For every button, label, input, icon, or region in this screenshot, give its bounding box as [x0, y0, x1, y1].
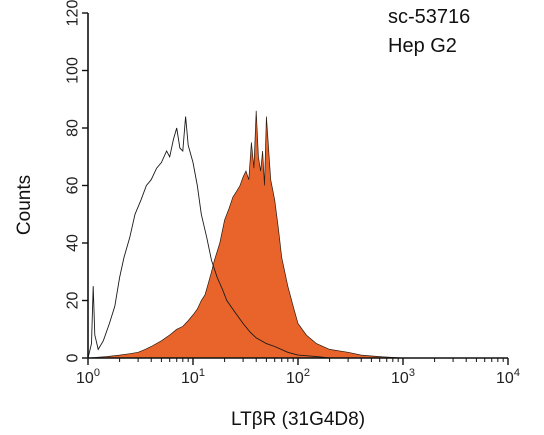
- series-layer: [87, 110, 404, 359]
- x-tick-label-2: 102: [286, 367, 310, 387]
- x-tick-label-4: 104: [496, 367, 520, 387]
- y-tick-label-60: 60: [65, 177, 82, 195]
- y-tick-label-20: 20: [65, 292, 82, 310]
- series-1-filled-histogram: [87, 110, 404, 359]
- annotation-cell-line: Hep G2: [388, 35, 457, 57]
- x-tick-label-1: 101: [181, 367, 205, 387]
- x-tick-label-0: 100: [76, 367, 100, 387]
- annotation-reagent: sc-53716: [388, 6, 470, 28]
- y-tick-label-100: 100: [65, 57, 82, 84]
- y-tick-label-40: 40: [65, 234, 82, 252]
- y-tick-label-0: 0: [65, 353, 82, 362]
- axis-layer: 0 20 40 60 80 100 120 100 101 102 103 104: [65, 0, 520, 387]
- x-axis-label: LTβR (31G4D8): [231, 409, 365, 430]
- x-tick-label-3: 103: [391, 367, 415, 387]
- series-0-outline-histogram: [87, 116, 330, 359]
- y-tick-label-120: 120: [65, 0, 82, 26]
- y-tick-label-80: 80: [65, 119, 82, 137]
- y-axis-label: Counts: [14, 175, 35, 235]
